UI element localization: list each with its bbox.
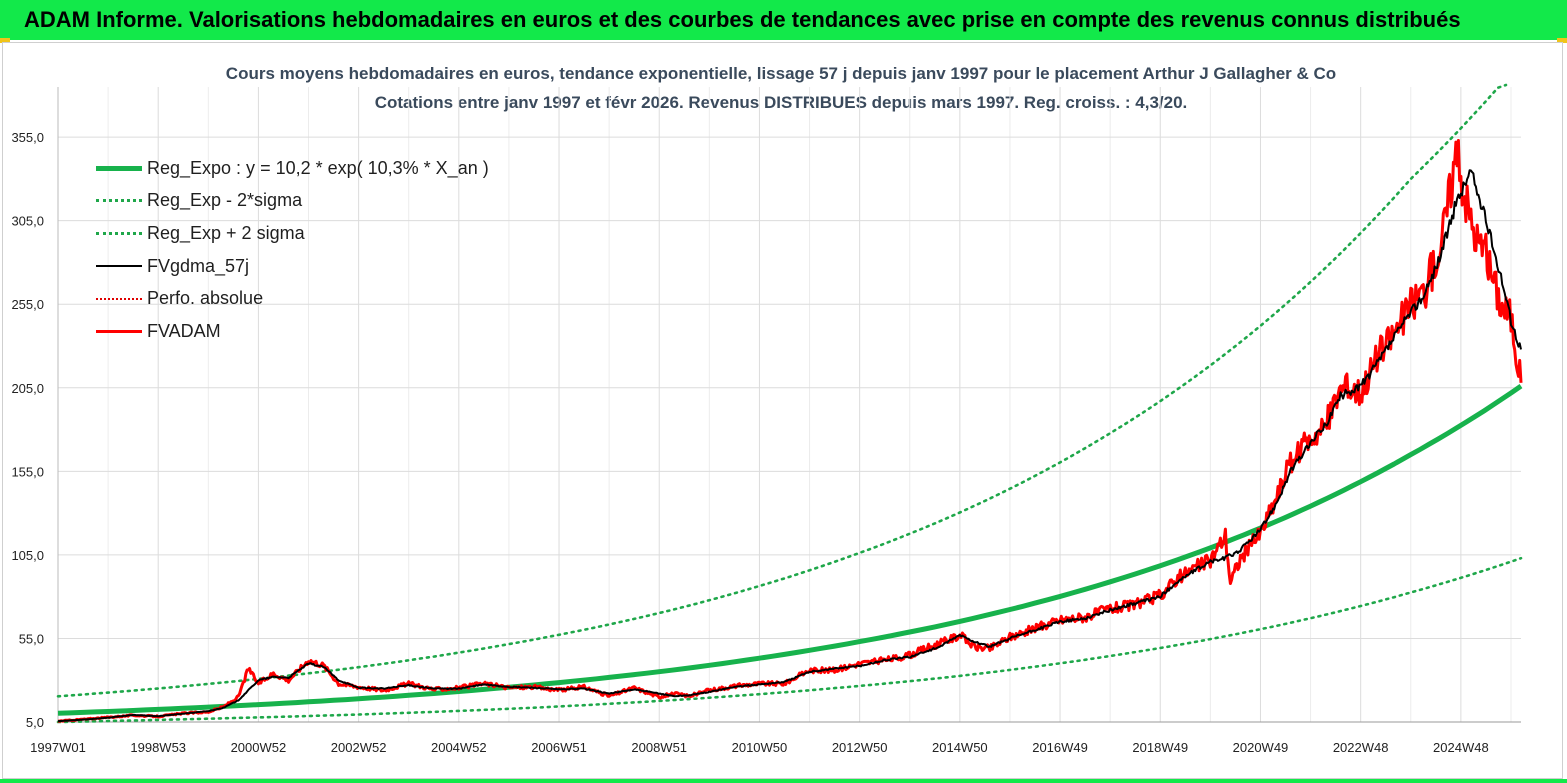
y-tick-label: 105,0 [11,548,44,563]
x-tick-label: 1998W53 [130,740,186,755]
y-tick-label: 205,0 [11,381,44,396]
y-tick-label: 155,0 [11,464,44,479]
chart-legend: Reg_Expo : y = 10,2 * exp( 10,3% * X_an … [96,152,489,348]
legend-item: Reg_Exp - 2*sigma [96,185,489,218]
bottom-stripe [0,779,1567,783]
series-line-0 [57,384,1523,716]
x-tick-label: 2010W50 [732,740,788,755]
legend-label: FVADAM [147,320,221,341]
chart-frame [2,42,1563,779]
x-tick-label: 2002W52 [331,740,387,755]
chart-title: Cours moyens hebdomadaires en euros, ten… [225,64,1337,83]
series-lines [56,83,1523,724]
legend-swatch [96,265,142,268]
x-tick-label: 2018W49 [1132,740,1188,755]
legend-swatch [96,199,142,203]
y-axis-ticks: 355,0 305,0 255,0 205,0 155,0 105,0 55,0 5,0 [11,130,44,730]
x-axis-ticks: 1997W01 1998W53 2000W52 2002W52 2004W52 2006W… [30,740,1489,755]
legend-swatch [96,231,142,235]
series-line-5 [57,139,1523,723]
x-tick-label: 2006W51 [531,740,587,755]
legend-label: Reg_Expo : y = 10,2 * exp( 10,3% * X_an … [147,157,489,178]
legend-label: Reg_Exp - 2*sigma [147,190,303,211]
report-title: ADAM Informe. Valorisations hebdomadaire… [24,7,1461,32]
legend-label: Reg_Exp + 2 sigma [147,222,305,243]
chart-subtitle: Cotations entre janv 1997 et févr 2026. … [374,93,1188,112]
series-line-1 [56,556,1523,724]
legend-item: Perfo. absolue [96,282,489,315]
series-line-3 [57,169,1522,723]
x-tick-label: 2004W52 [431,740,487,755]
legend-swatch [96,165,142,171]
legend-swatch [96,297,142,300]
x-tick-label: 2022W48 [1333,740,1389,755]
y-tick-label: 5,0 [26,715,44,730]
x-tick-label: 2016W49 [1032,740,1088,755]
legend-item: Reg_Expo : y = 10,2 * exp( 10,3% * X_an … [96,152,489,185]
y-tick-label: 255,0 [11,297,44,312]
y-tick-label: 305,0 [11,214,44,229]
legend-label: FVgdma_57j [147,255,250,276]
legend-item: FVgdma_57j [96,250,489,283]
y-tick-label: 355,0 [11,130,44,145]
banner-corner-left [0,38,10,43]
gridlines [57,87,1521,723]
legend-item: Reg_Exp + 2 sigma [96,217,489,250]
legend-swatch [96,329,142,333]
banner-corner-right [1557,38,1567,43]
x-tick-label: 2000W52 [231,740,287,755]
x-tick-label: 2008W51 [631,740,687,755]
x-tick-label: 2024W48 [1433,740,1489,755]
x-tick-label: 2012W50 [832,740,888,755]
legend-label: Perfo. absolue [147,288,264,309]
legend-item: FVADAM [96,315,489,348]
x-tick-label: 2014W50 [932,740,988,755]
report-banner [0,0,1567,40]
x-tick-label: 2020W49 [1233,740,1289,755]
y-tick-label: 55,0 [19,631,44,646]
x-tick-label: 1997W01 [30,740,86,755]
